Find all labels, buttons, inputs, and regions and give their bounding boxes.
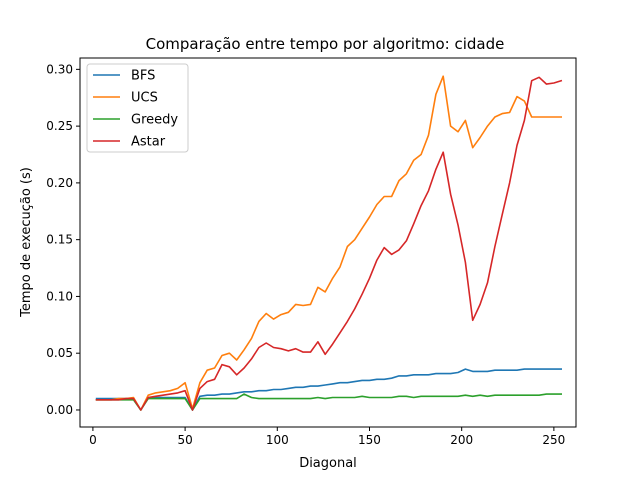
plot-frame	[79, 57, 577, 428]
legend-box	[86, 63, 189, 153]
x-axis-label: Diagonal	[299, 456, 357, 471]
series-line-ucs	[95, 75, 562, 411]
y-tick-label: 0.30	[46, 62, 73, 76]
y-axis: 0.00 0.05 0.10 0.15 0.20 0.25 0.30	[46, 62, 80, 417]
y-tick-label: 0.10	[46, 289, 73, 303]
legend: BFS UCS Greedy Astar	[86, 63, 189, 153]
y-tick-label: 0.25	[46, 119, 73, 133]
y-tick-label: 0.15	[46, 233, 73, 247]
y-axis-label: Tempo de execução (s)	[19, 167, 34, 318]
x-tick-label: 0	[89, 433, 97, 447]
y-tick-label: 0.05	[46, 346, 73, 360]
x-tick-label: 200	[450, 433, 473, 447]
x-tick-label: 250	[542, 433, 565, 447]
series-line-bfs	[95, 368, 562, 411]
y-tick-label: 0.20	[46, 176, 73, 190]
x-tick-label: 150	[358, 433, 381, 447]
series-line-greedy	[95, 393, 562, 411]
plot-series-group	[95, 75, 563, 411]
legend-label-bfs: BFS	[131, 69, 155, 84]
legend-label-ucs: UCS	[131, 91, 158, 106]
y-tick-label: 0.00	[46, 403, 73, 417]
legend-label-astar: Astar	[131, 135, 166, 150]
series-line-astar	[95, 76, 563, 411]
chart-title: Comparação entre tempo por algoritmo: ci…	[146, 35, 505, 53]
x-axis: 0 50 100 150 200 250	[89, 427, 565, 447]
x-tick-label: 50	[177, 433, 192, 447]
legend-label-greedy: Greedy	[131, 113, 178, 128]
x-tick-label: 100	[266, 433, 289, 447]
